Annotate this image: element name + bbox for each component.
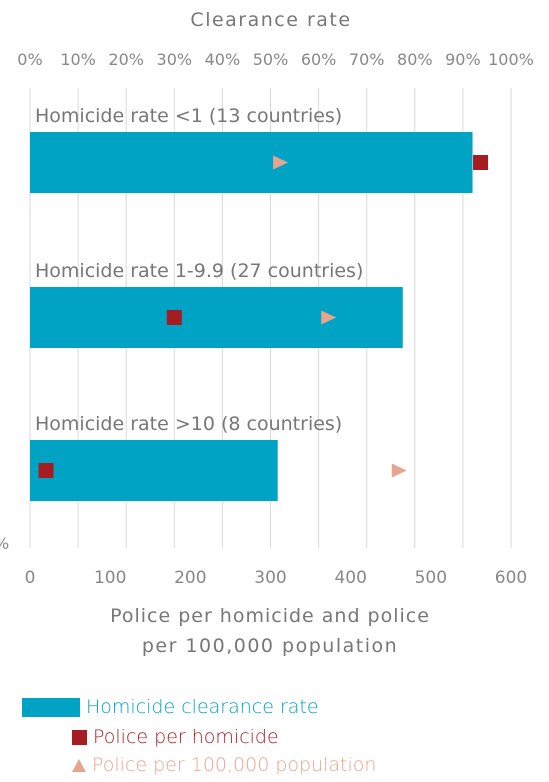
marker-police-per-100k xyxy=(273,155,289,170)
bar-clearance-rate xyxy=(30,287,403,348)
bottom-tick-label: 400 xyxy=(334,568,366,588)
top-tick-label: 10% xyxy=(60,50,96,69)
top-tick-label: 80% xyxy=(397,50,433,69)
marker-police-per-homicide xyxy=(166,310,182,325)
bottom-tick-label: 300 xyxy=(254,568,286,588)
bottom-tick-label: 0 xyxy=(25,568,36,588)
top-tick-label: 20% xyxy=(108,50,144,69)
bars xyxy=(30,132,473,501)
category-label: Homicide rate >10 (8 countries) xyxy=(35,413,342,435)
top-tick-label: 30% xyxy=(157,50,193,69)
markers xyxy=(38,155,489,478)
legend-item-clearance-rate: Homicide clearance rate xyxy=(22,696,319,718)
bar-clearance-rate xyxy=(30,132,473,193)
legend-item-police-per-homicide: Police per homicide xyxy=(72,726,279,748)
triangle-swatch-icon xyxy=(72,758,86,772)
top-axis-ticks: 0% 10% 20% 30% 40% 50% 60% 70% 80% 90% 100% xyxy=(17,50,534,69)
top-tick-label: 90% xyxy=(445,50,481,69)
bar-swatch-icon xyxy=(22,697,80,717)
bottom-tick-label: 500 xyxy=(415,568,447,588)
bottom-axis-title-line-2: per 100,000 population xyxy=(142,635,398,657)
top-tick-label: 70% xyxy=(349,50,385,69)
top-axis-title: Clearance rate xyxy=(190,9,351,31)
top-tick-label: 100% xyxy=(488,50,534,69)
marker-police-per-homicide xyxy=(473,155,489,170)
marker-police-per-100k xyxy=(391,463,407,478)
category-labels: Homicide rate <1 (13 countries) Homicide … xyxy=(35,105,363,435)
legend-label: Police per 100,000 population xyxy=(92,754,377,776)
category-label: Homicide rate 1-9.9 (27 countries) xyxy=(35,260,363,282)
square-swatch-icon xyxy=(72,729,87,745)
bar-clearance-rate xyxy=(30,440,278,501)
chart: 0% 10% 20% 30% 40% 50% 60% 70% 80% 90% 100% 0 100 20… xyxy=(0,9,534,657)
bottom-axis-title-line-1: Police per homicide and police xyxy=(110,605,430,627)
marker-police-per-100k xyxy=(321,310,337,325)
bottom-tick-label: 200 xyxy=(174,568,206,588)
category-label: Homicide rate <1 (13 countries) xyxy=(35,105,342,127)
marker-police-per-homicide xyxy=(38,463,54,478)
top-tick-label: 60% xyxy=(301,50,337,69)
top-tick-label: 40% xyxy=(205,50,241,69)
legend-label: Police per homicide xyxy=(93,726,279,748)
bottom-tick-label: 600 xyxy=(495,568,527,588)
legend-item-police-per-100k: Police per 100,000 population xyxy=(72,754,376,776)
bottom-tick-label: 100 xyxy=(94,568,126,588)
bottom-axis-ticks: 0 100 200 300 400 500 600 xyxy=(25,568,528,588)
top-tick-label: 0% xyxy=(17,50,42,69)
stray-left-text: % xyxy=(0,534,9,553)
top-tick-label: 50% xyxy=(253,50,289,69)
legend-label: Homicide clearance rate xyxy=(86,696,319,718)
